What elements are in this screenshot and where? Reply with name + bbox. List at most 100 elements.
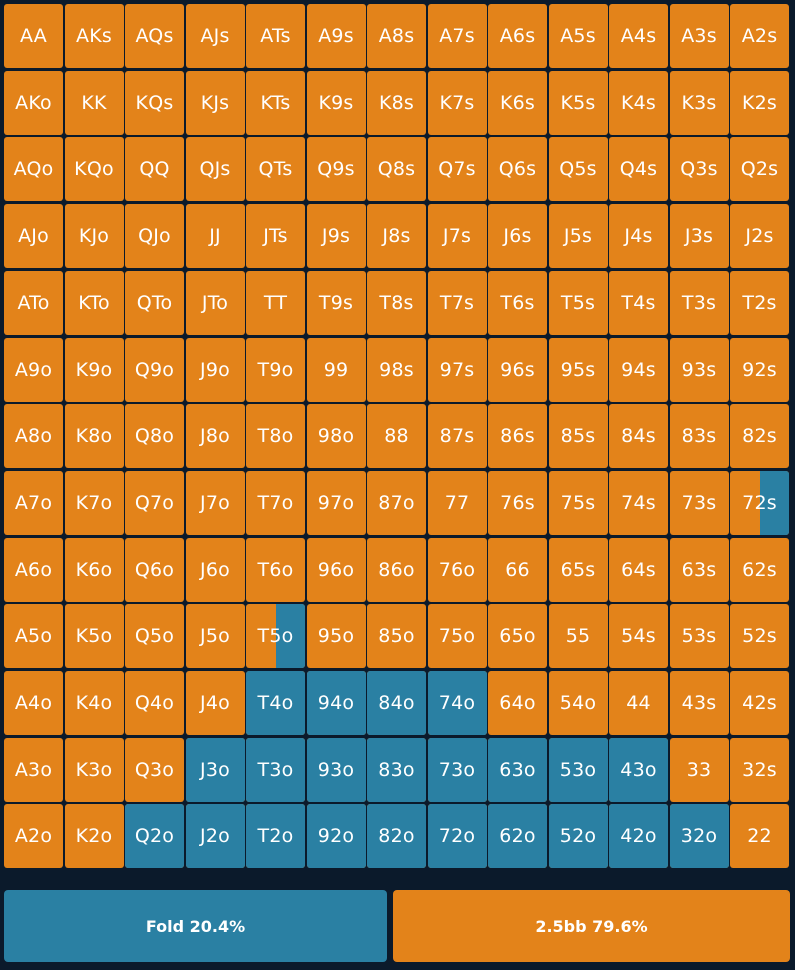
hand-cell-A3s[interactable]: A3s <box>669 4 729 68</box>
hand-cell-T2s[interactable]: T2s <box>730 270 789 335</box>
hand-cell-KJo[interactable]: KJo <box>64 204 124 269</box>
hand-cell-K3s[interactable]: K3s <box>669 70 729 135</box>
hand-cell-K8s[interactable]: K8s <box>367 70 426 135</box>
hand-cell-J8s[interactable]: J8s <box>367 204 426 269</box>
hand-cell-87s[interactable]: 87s <box>427 404 487 469</box>
hand-cell-44[interactable]: 44 <box>609 671 668 735</box>
hand-cell-TT[interactable]: TT <box>246 270 305 335</box>
hand-cell-JTs[interactable]: JTs <box>246 204 305 269</box>
hand-cell-Q2s[interactable]: Q2s <box>730 137 789 202</box>
hand-cell-32s[interactable]: 32s <box>730 737 789 802</box>
hand-cell-J9s[interactable]: J9s <box>306 204 366 269</box>
hand-cell-J4s[interactable]: J4s <box>609 204 668 269</box>
hand-cell-85o[interactable]: 85o <box>367 604 426 669</box>
hand-cell-55[interactable]: 55 <box>548 604 608 669</box>
hand-cell-KQs[interactable]: KQs <box>125 70 184 135</box>
hand-cell-A3o[interactable]: A3o <box>4 737 63 802</box>
hand-cell-42s[interactable]: 42s <box>730 671 789 735</box>
hand-cell-94o[interactable]: 94o <box>306 671 366 735</box>
hand-cell-T6s[interactable]: T6s <box>488 270 547 335</box>
hand-cell-J9o[interactable]: J9o <box>185 337 245 402</box>
hand-cell-93o[interactable]: 93o <box>306 737 366 802</box>
hand-cell-52s[interactable]: 52s <box>730 604 789 669</box>
hand-cell-A2s[interactable]: A2s <box>730 4 789 68</box>
hand-cell-95o[interactable]: 95o <box>306 604 366 669</box>
hand-cell-J2s[interactable]: J2s <box>730 204 789 269</box>
hand-cell-82s[interactable]: 82s <box>730 404 789 469</box>
hand-cell-63o[interactable]: 63o <box>488 737 547 802</box>
hand-cell-Q9o[interactable]: Q9o <box>125 337 184 402</box>
raise-action-legend[interactable]: 2.5bb 79.6% <box>393 890 790 962</box>
hand-cell-ATo[interactable]: ATo <box>4 270 63 335</box>
hand-cell-32o[interactable]: 32o <box>669 804 729 869</box>
hand-cell-K9o[interactable]: K9o <box>64 337 124 402</box>
hand-cell-54o[interactable]: 54o <box>548 671 608 735</box>
hand-cell-A6o[interactable]: A6o <box>4 537 63 602</box>
hand-cell-QJo[interactable]: QJo <box>125 204 184 269</box>
hand-cell-A5o[interactable]: A5o <box>4 604 63 669</box>
hand-cell-98o[interactable]: 98o <box>306 404 366 469</box>
hand-cell-T4o[interactable]: T4o <box>246 671 305 735</box>
hand-cell-76o[interactable]: 76o <box>427 537 487 602</box>
hand-cell-K7s[interactable]: K7s <box>427 70 487 135</box>
hand-cell-87o[interactable]: 87o <box>367 470 426 535</box>
hand-cell-K2s[interactable]: K2s <box>730 70 789 135</box>
hand-cell-97o[interactable]: 97o <box>306 470 366 535</box>
hand-cell-54s[interactable]: 54s <box>609 604 668 669</box>
hand-cell-22[interactable]: 22 <box>730 804 789 869</box>
hand-cell-84o[interactable]: 84o <box>367 671 426 735</box>
hand-cell-Q2o[interactable]: Q2o <box>125 804 184 869</box>
hand-cell-A6s[interactable]: A6s <box>488 4 547 68</box>
hand-cell-A5s[interactable]: A5s <box>548 4 608 68</box>
hand-cell-K5o[interactable]: K5o <box>64 604 124 669</box>
hand-cell-J2o[interactable]: J2o <box>185 804 245 869</box>
hand-cell-J6s[interactable]: J6s <box>488 204 547 269</box>
hand-cell-88[interactable]: 88 <box>367 404 426 469</box>
hand-cell-76s[interactable]: 76s <box>488 470 547 535</box>
hand-cell-AKo[interactable]: AKo <box>4 70 63 135</box>
hand-cell-J7s[interactable]: J7s <box>427 204 487 269</box>
hand-cell-K6s[interactable]: K6s <box>488 70 547 135</box>
hand-cell-92s[interactable]: 92s <box>730 337 789 402</box>
hand-cell-A7s[interactable]: A7s <box>427 4 487 68</box>
hand-cell-Q8s[interactable]: Q8s <box>367 137 426 202</box>
hand-cell-J5s[interactable]: J5s <box>548 204 608 269</box>
hand-cell-Q5o[interactable]: Q5o <box>125 604 184 669</box>
hand-cell-84s[interactable]: 84s <box>609 404 668 469</box>
hand-cell-53s[interactable]: 53s <box>669 604 729 669</box>
hand-cell-94s[interactable]: 94s <box>609 337 668 402</box>
hand-cell-QJs[interactable]: QJs <box>185 137 245 202</box>
hand-cell-KJs[interactable]: KJs <box>185 70 245 135</box>
hand-cell-T3o[interactable]: T3o <box>246 737 305 802</box>
hand-cell-AKs[interactable]: AKs <box>64 4 124 68</box>
hand-cell-J5o[interactable]: J5o <box>185 604 245 669</box>
hand-cell-T9s[interactable]: T9s <box>306 270 366 335</box>
hand-cell-A4o[interactable]: A4o <box>4 671 63 735</box>
hand-cell-A9o[interactable]: A9o <box>4 337 63 402</box>
hand-cell-83o[interactable]: 83o <box>367 737 426 802</box>
hand-cell-65s[interactable]: 65s <box>548 537 608 602</box>
hand-cell-QTo[interactable]: QTo <box>125 270 184 335</box>
hand-cell-97s[interactable]: 97s <box>427 337 487 402</box>
hand-cell-86s[interactable]: 86s <box>488 404 547 469</box>
hand-cell-62s[interactable]: 62s <box>730 537 789 602</box>
hand-cell-82o[interactable]: 82o <box>367 804 426 869</box>
hand-cell-K6o[interactable]: K6o <box>64 537 124 602</box>
hand-cell-63s[interactable]: 63s <box>669 537 729 602</box>
hand-cell-92o[interactable]: 92o <box>306 804 366 869</box>
hand-cell-AJs[interactable]: AJs <box>185 4 245 68</box>
hand-cell-K4s[interactable]: K4s <box>609 70 668 135</box>
hand-cell-43o[interactable]: 43o <box>609 737 668 802</box>
hand-cell-Q4o[interactable]: Q4o <box>125 671 184 735</box>
hand-cell-KTo[interactable]: KTo <box>64 270 124 335</box>
hand-cell-T8s[interactable]: T8s <box>367 270 426 335</box>
hand-cell-J8o[interactable]: J8o <box>185 404 245 469</box>
hand-cell-73o[interactable]: 73o <box>427 737 487 802</box>
hand-cell-Q5s[interactable]: Q5s <box>548 137 608 202</box>
hand-cell-ATs[interactable]: ATs <box>246 4 305 68</box>
hand-cell-66[interactable]: 66 <box>488 537 547 602</box>
hand-cell-AQo[interactable]: AQo <box>4 137 63 202</box>
hand-cell-53o[interactable]: 53o <box>548 737 608 802</box>
hand-cell-K4o[interactable]: K4o <box>64 671 124 735</box>
hand-cell-72o[interactable]: 72o <box>427 804 487 869</box>
